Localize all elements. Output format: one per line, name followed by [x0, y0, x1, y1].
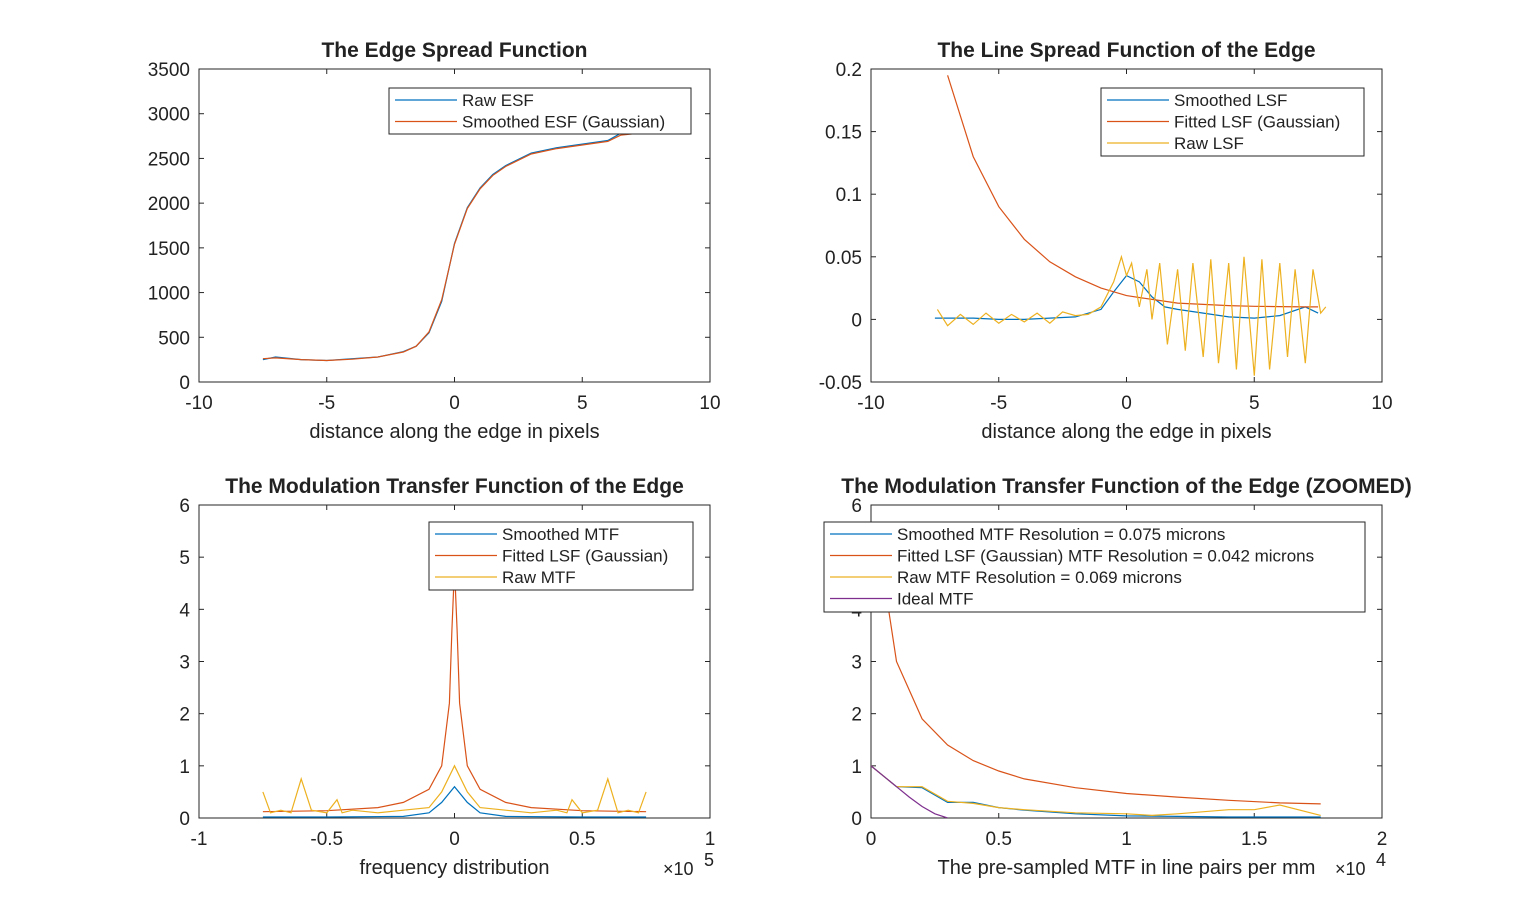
x-tick-label: 1.5 — [1241, 829, 1267, 850]
y-tick-label: 2500 — [148, 149, 190, 170]
x-tick-label: 0 — [1121, 393, 1132, 414]
y-tick-label: 2 — [851, 705, 862, 726]
legend-label: Raw LSF — [1174, 134, 1244, 153]
chart-panel-3: -1 -0.5 0 0.5 1 0 1 2 3 4 5 6 The Modulation Transfe… — [179, 475, 715, 879]
y-tick-label: 1000 — [148, 284, 190, 305]
x-tick-label: 0.5 — [986, 829, 1012, 850]
x-tick-label: 5 — [577, 393, 588, 414]
series-group — [871, 577, 1321, 818]
series-line-3 — [871, 765, 1321, 817]
legend-label: Smoothed MTF Resolution = 0.075 microns — [897, 525, 1225, 544]
y-tick-label: 0.2 — [836, 60, 862, 81]
legend-label: Fitted LSF (Gaussian) — [1174, 113, 1340, 132]
legend-label: Smoothed LSF — [1174, 91, 1287, 110]
y-tick-label: 0 — [851, 310, 862, 331]
y-tick-label: 0 — [179, 373, 190, 394]
x-axis-multiplier: ×10 — [1335, 859, 1366, 879]
x-tick-label: 0 — [449, 393, 460, 414]
series-line-1 — [934, 274, 1319, 320]
x-tick-label: -5 — [318, 393, 335, 414]
legend-label: Smoothed ESF (Gaussian) — [462, 113, 665, 132]
legend: Smoothed LSF Fitted LSF (Gaussian) Raw LSF — [1100, 87, 1365, 157]
x-tick-label: 5 — [1249, 393, 1260, 414]
x-tick-label: 0 — [866, 829, 877, 850]
y-tick-label: 3 — [179, 653, 190, 674]
legend-label: Raw ESF — [462, 91, 534, 110]
x-axis-multiplier-exponent: 4 — [1376, 850, 1386, 870]
series-line-2 — [883, 577, 1321, 805]
x-tick-label: 10 — [699, 393, 720, 414]
x-tick-label: 1 — [705, 829, 716, 850]
y-tick-label: 0.1 — [836, 185, 862, 206]
x-tick-label: -1 — [191, 829, 208, 850]
chart-title: The Edge Spread Function — [321, 39, 587, 62]
y-tick-label: 2 — [179, 705, 190, 726]
series-line-1 — [262, 785, 647, 818]
x-tick-label: 2 — [1377, 829, 1388, 850]
y-tick-label: 1500 — [148, 239, 190, 260]
x-axis-multiplier: ×10 — [663, 859, 694, 879]
series-line-3 — [262, 764, 647, 814]
x-tick-label: -0.5 — [310, 829, 343, 850]
x-tick-label: 1 — [1121, 829, 1132, 850]
y-tick-label: 5 — [179, 548, 190, 569]
legend-label: Raw MTF Resolution = 0.069 microns — [897, 568, 1182, 587]
y-tick-label: 6 — [851, 496, 862, 517]
chart-panel-1: -10 -5 0 5 10 0 500 1000 1500 2000 2500 3000 3500 The… — [148, 39, 721, 443]
legend-label: Fitted LSF (Gaussian) MTF Resolution = 0… — [897, 547, 1314, 566]
series-line-4 — [871, 765, 948, 818]
y-tick-label: 0.15 — [825, 123, 862, 144]
x-tick-label: 0 — [449, 829, 460, 850]
series-group — [262, 131, 647, 362]
legend: Smoothed MTF Resolution = 0.075 microns F… — [823, 521, 1366, 613]
y-tick-label: 3 — [851, 653, 862, 674]
y-tick-label: 500 — [158, 328, 190, 349]
y-tick-label: 1 — [179, 757, 190, 778]
legend-box — [388, 87, 692, 135]
chart-title: The Line Spread Function of the Edge — [937, 39, 1315, 62]
x-axis-label: distance along the edge in pixels — [309, 421, 599, 443]
chart-panel-2: -10 -5 0 5 10 -0.05 0 0.05 0.1 0.15 0.2 The Line Sp… — [819, 39, 1393, 443]
x-axis-label: frequency distribution — [359, 857, 549, 879]
x-axis-label: distance along the edge in pixels — [981, 421, 1271, 443]
series-line-3 — [936, 254, 1327, 376]
legend-box — [823, 521, 1366, 613]
y-tick-label: 0.05 — [825, 248, 862, 269]
x-tick-label: 0.5 — [569, 829, 595, 850]
x-tick-label: -10 — [185, 393, 212, 414]
chart-title: The Modulation Transfer Function of the … — [841, 475, 1411, 498]
y-tick-label: 6 — [179, 496, 190, 517]
chart-title: The Modulation Transfer Function of the … — [225, 475, 684, 498]
x-tick-label: -10 — [857, 393, 884, 414]
x-axis-multiplier-exponent: 5 — [704, 850, 714, 870]
legend-label: Fitted LSF (Gaussian) — [502, 547, 668, 566]
legend-label: Smoothed MTF — [502, 525, 619, 544]
legend: Raw ESF Smoothed ESF (Gaussian) — [388, 87, 692, 135]
x-axis-label: The pre-sampled MTF in line pairs per mm — [938, 857, 1316, 879]
chart-panel-4: 00.511.520123456The Modulation Transfer … — [823, 475, 1412, 879]
legend: Smoothed MTF Fitted LSF (Gaussian) Raw MTF — [428, 521, 694, 591]
y-tick-label: 0 — [179, 809, 190, 830]
y-tick-label: 1 — [851, 757, 862, 778]
series-line-2 — [262, 131, 647, 362]
series-group — [934, 75, 1327, 376]
series-line-2 — [947, 75, 1319, 308]
y-tick-label: 4 — [179, 600, 190, 621]
x-tick-label: -5 — [990, 393, 1007, 414]
y-tick-label: 2000 — [148, 194, 190, 215]
y-tick-label: 0 — [851, 809, 862, 830]
legend-label: Raw MTF — [502, 568, 576, 587]
legend-label: Ideal MTF — [897, 590, 974, 609]
y-tick-label: 3000 — [148, 105, 190, 126]
y-tick-label: -0.05 — [819, 373, 862, 394]
y-tick-label: 3500 — [148, 60, 190, 81]
x-tick-label: 10 — [1371, 393, 1392, 414]
